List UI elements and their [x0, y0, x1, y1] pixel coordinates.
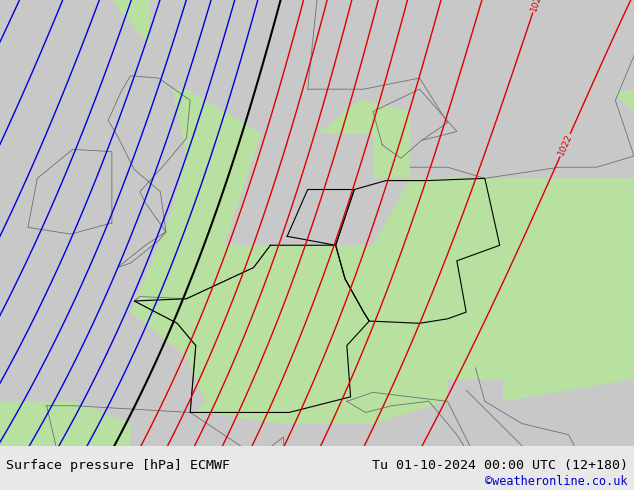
Polygon shape [224, 134, 410, 245]
Text: Surface pressure [hPa] ECMWF: Surface pressure [hPa] ECMWF [6, 459, 230, 472]
Polygon shape [131, 379, 634, 446]
Polygon shape [0, 0, 205, 446]
Text: ©weatheronline.co.uk: ©weatheronline.co.uk [485, 475, 628, 488]
Text: 1021: 1021 [529, 0, 545, 13]
Text: Tu 01-10-2024 00:00 UTC (12+180): Tu 01-10-2024 00:00 UTC (12+180) [372, 459, 628, 472]
Polygon shape [410, 45, 634, 178]
Polygon shape [448, 379, 503, 446]
Text: 1022: 1022 [557, 133, 574, 157]
Polygon shape [317, 0, 634, 112]
Polygon shape [149, 0, 373, 134]
